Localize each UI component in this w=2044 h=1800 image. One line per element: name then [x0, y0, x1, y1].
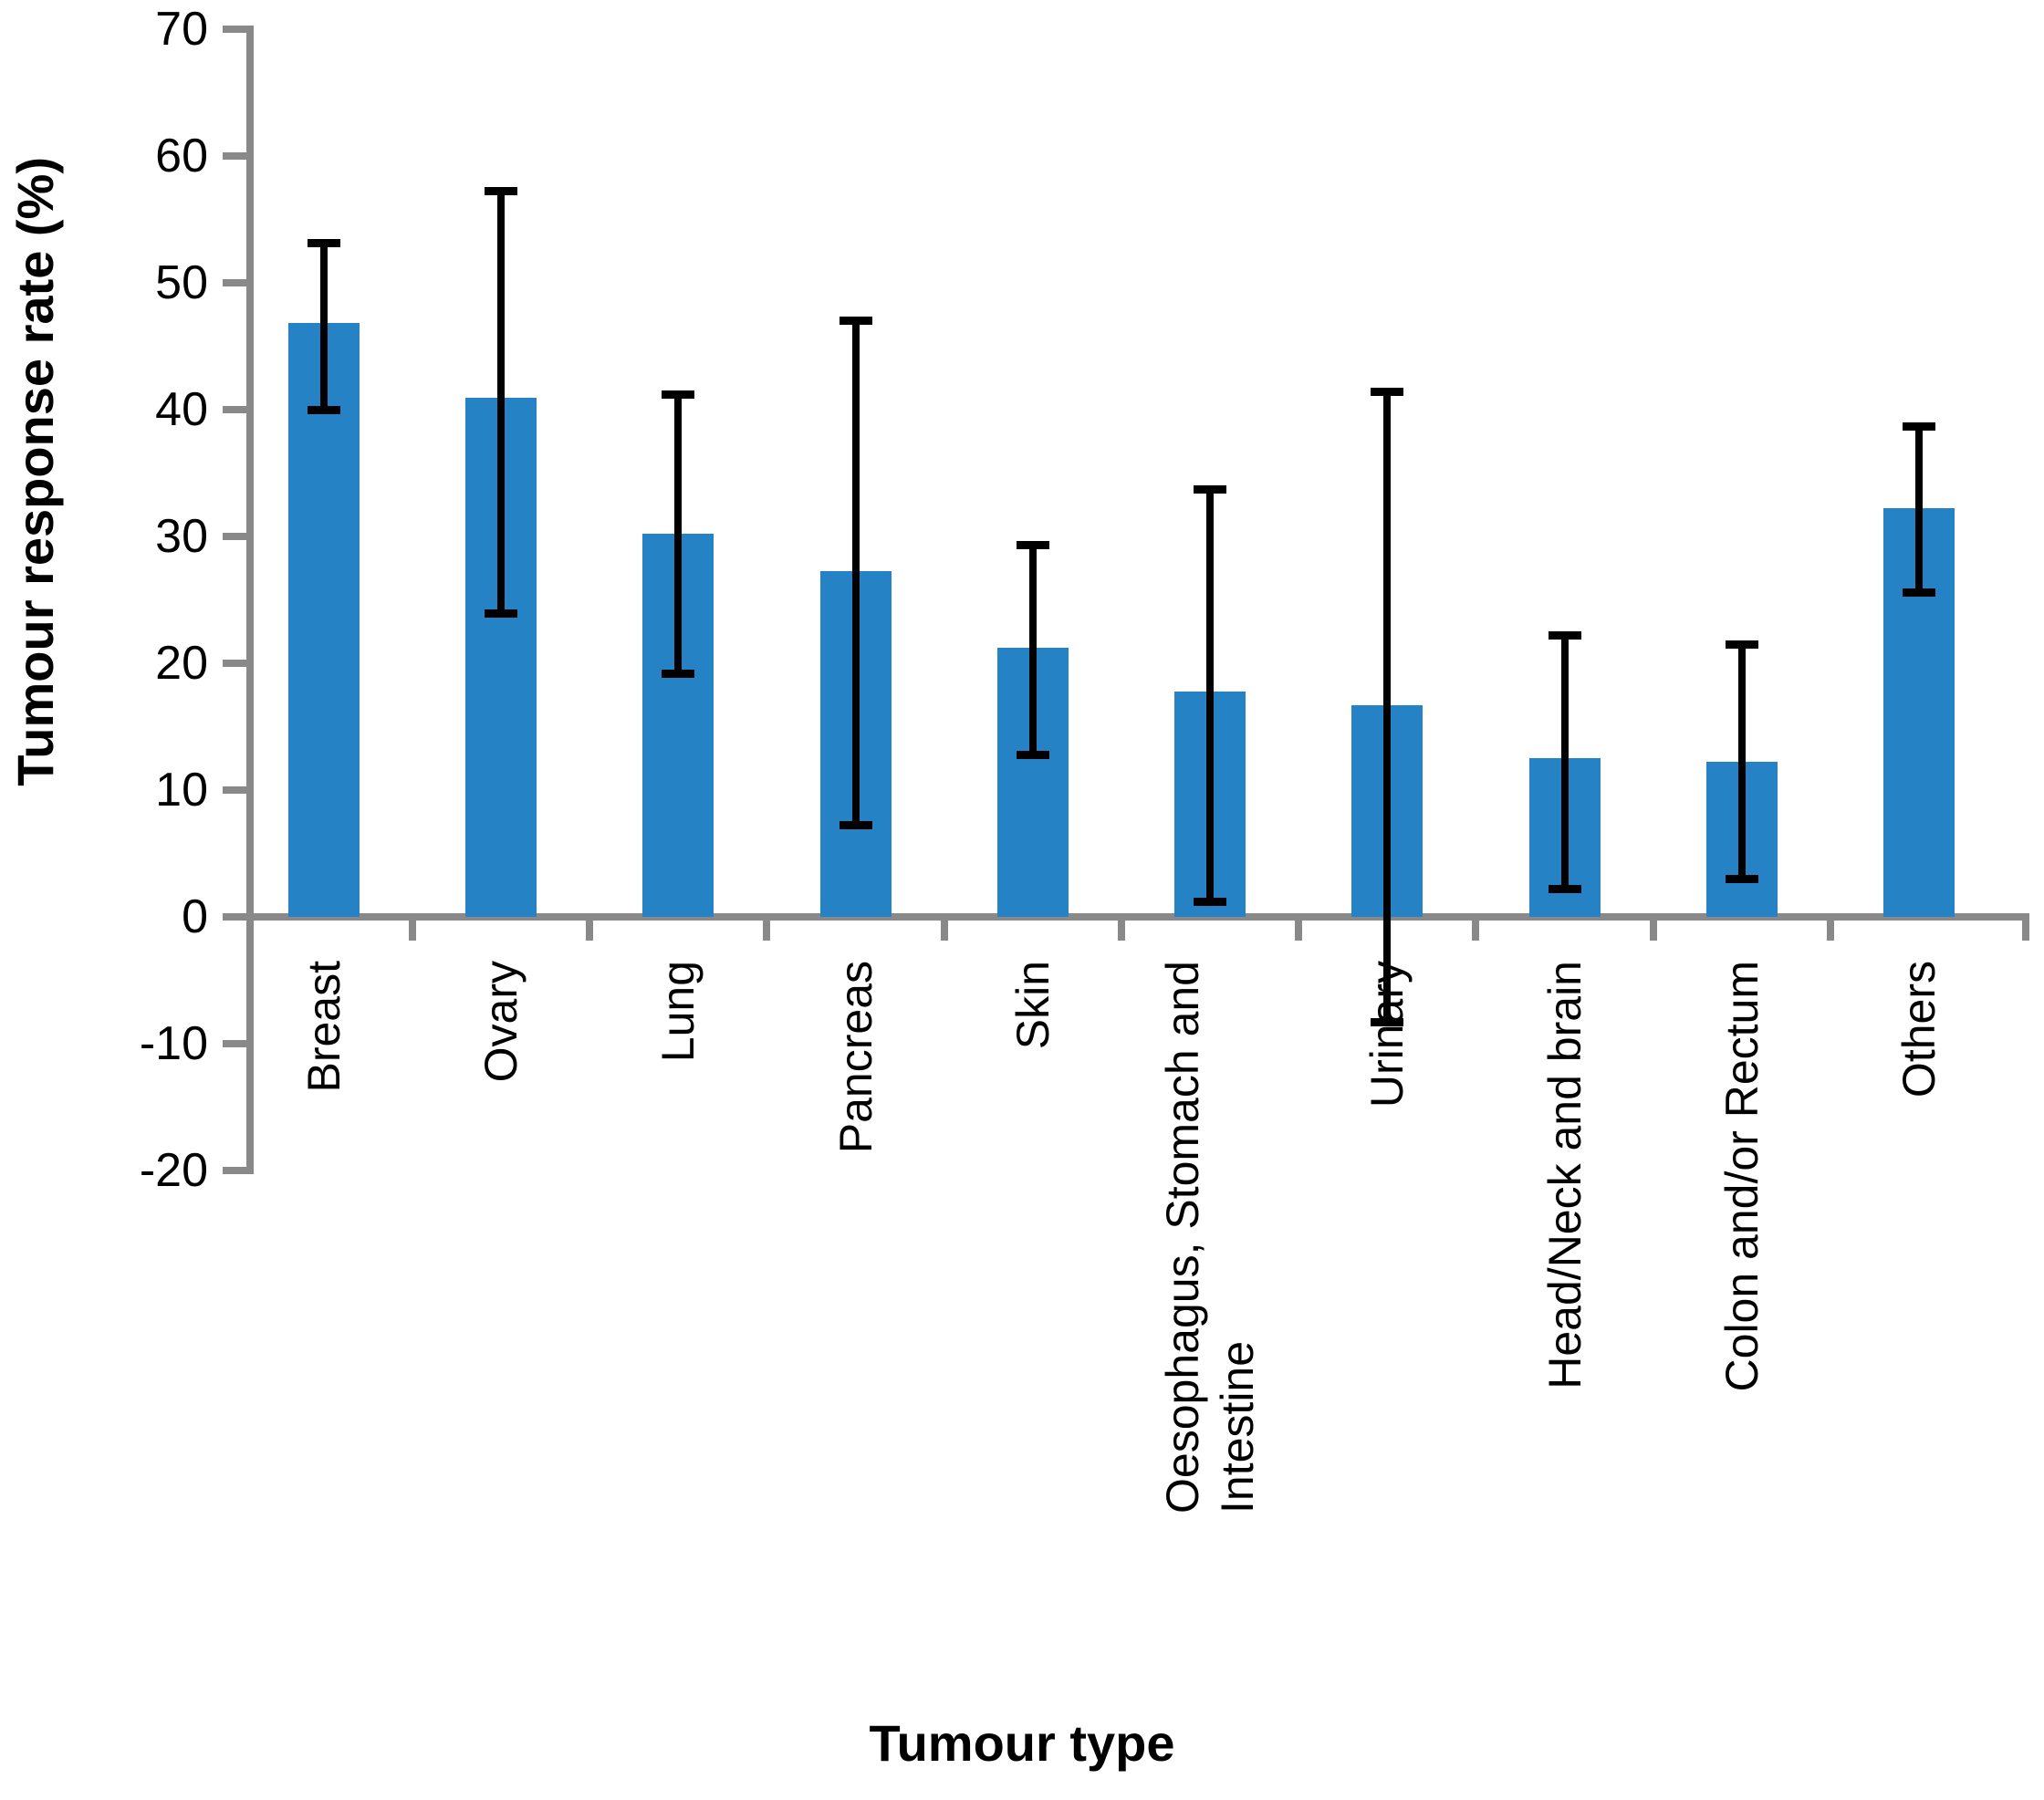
error-bar-cap-bottom [1371, 1017, 1404, 1026]
y-axis-tick [223, 406, 246, 413]
y-axis-tick [223, 786, 246, 794]
error-bar-line [1383, 391, 1392, 1023]
category-label: Breast [297, 961, 349, 1093]
y-axis-tick [223, 26, 246, 33]
category-label: Others [1893, 961, 1945, 1098]
y-axis-line [246, 26, 254, 1174]
error-bar-cap-bottom [307, 405, 340, 414]
error-bar-line [497, 191, 505, 614]
error-bar-cap-top [485, 187, 517, 196]
y-tick-label: 60 [155, 130, 208, 182]
y-tick-label: 70 [155, 3, 208, 56]
error-bar-cap-top [307, 239, 340, 248]
error-bar-line [1560, 635, 1569, 890]
error-bar-line [319, 243, 328, 410]
error-bar-cap-top [662, 390, 695, 399]
y-tick-label: -20 [139, 1144, 208, 1197]
x-axis-title: Tumour type [869, 1714, 1175, 1772]
y-tick-label: 20 [155, 637, 208, 690]
x-axis-end-tick [2022, 921, 2029, 941]
error-bar-cap-top [1371, 388, 1404, 397]
y-tick-label: 40 [155, 383, 208, 436]
category-label: Ovary [475, 961, 527, 1083]
x-axis-tick [1826, 921, 1834, 941]
y-axis-tick [223, 1167, 246, 1174]
category-label: Colon and/or Rectum [1716, 961, 1768, 1392]
y-tick-label: -10 [139, 1017, 208, 1070]
x-axis-tick [1649, 921, 1657, 941]
category-label: Oesophagus, Stomach and Intestine [1157, 961, 1263, 1514]
error-bar-cap-top [1725, 640, 1758, 649]
x-axis-tick [586, 921, 594, 941]
error-bar-cap-bottom [1725, 874, 1758, 883]
error-bar-line [1737, 644, 1746, 879]
category-label: Skin [1006, 961, 1058, 1050]
category-label: Lung [652, 961, 704, 1063]
y-tick-label: 0 [182, 890, 208, 943]
y-axis-tick [223, 1040, 246, 1047]
error-bar-cap-top [1903, 421, 1935, 431]
error-bar-cap-top [839, 317, 872, 326]
x-axis-tick [763, 921, 771, 941]
y-axis-tick [223, 913, 246, 921]
x-axis-tick [1295, 921, 1303, 941]
y-axis-tick [223, 279, 246, 286]
error-bar-line [674, 394, 683, 674]
y-axis-title: Tumour response rate (%) [6, 157, 64, 786]
error-bar-cap-bottom [1194, 897, 1226, 906]
y-axis-tick [223, 660, 246, 667]
error-bar-line [851, 320, 860, 826]
category-label: Head/Neck and brain [1538, 961, 1590, 1389]
x-axis-tick [408, 921, 416, 941]
y-tick-label: 10 [155, 764, 208, 817]
error-bar-cap-bottom [1903, 588, 1935, 597]
x-axis-tick [1472, 921, 1480, 941]
y-tick-label: 50 [155, 256, 208, 309]
x-axis-line [246, 913, 2029, 921]
y-axis-tick [223, 152, 246, 160]
error-bar-line [1915, 426, 1923, 593]
error-bar-cap-top [1194, 485, 1226, 494]
y-tick-label: 30 [155, 510, 208, 563]
error-bar-line [1028, 545, 1037, 755]
x-axis-tick [1117, 921, 1125, 941]
error-bar-cap-bottom [1016, 750, 1049, 759]
y-axis-tick [223, 533, 246, 540]
error-bar-cap-top [1548, 630, 1581, 640]
bar [287, 323, 360, 917]
error-bar-cap-bottom [1548, 884, 1581, 893]
x-axis-tick [940, 921, 948, 941]
error-bar-line [1206, 489, 1214, 902]
error-bar-cap-top [1016, 541, 1049, 550]
error-bar-cap-bottom [485, 609, 517, 619]
category-label: Pancreas [829, 961, 881, 1154]
error-bar-cap-bottom [839, 821, 872, 830]
error-bar-cap-bottom [662, 669, 695, 678]
